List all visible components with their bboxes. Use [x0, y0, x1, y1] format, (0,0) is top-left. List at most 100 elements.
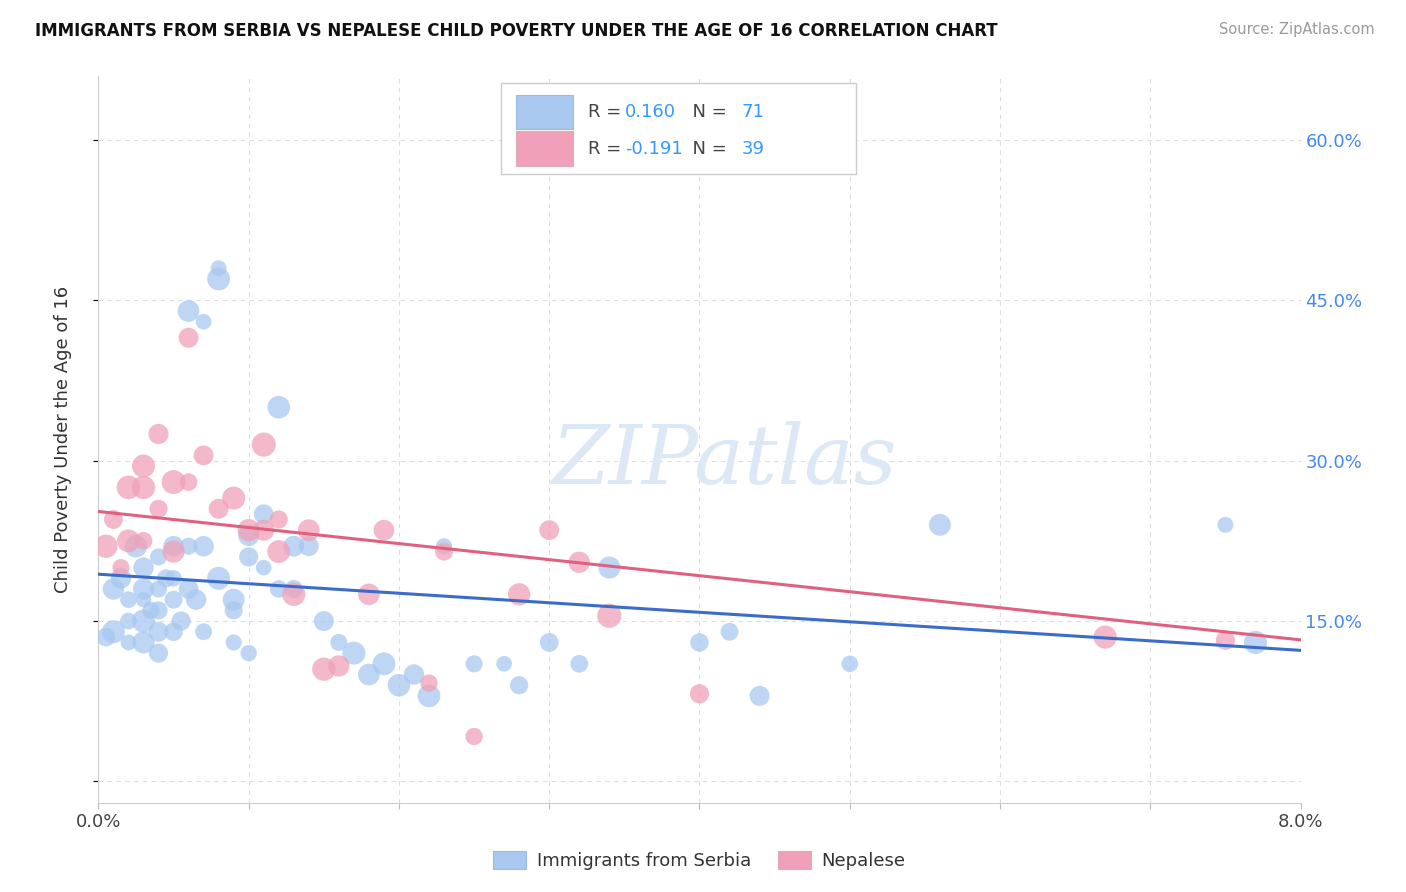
- Point: [222, 592, 245, 607]
- Point: [734, 149, 756, 163]
- Point: [238, 523, 260, 537]
- Point: [508, 587, 530, 601]
- Point: [162, 475, 184, 489]
- Point: [177, 304, 200, 318]
- Text: N =: N =: [682, 103, 733, 121]
- Point: [193, 539, 215, 553]
- Point: [253, 560, 276, 574]
- Point: [117, 480, 139, 494]
- Point: [177, 582, 200, 596]
- Point: [117, 533, 139, 548]
- Point: [193, 624, 215, 639]
- Point: [418, 676, 440, 690]
- Point: [177, 331, 200, 345]
- FancyBboxPatch shape: [516, 131, 574, 166]
- Point: [117, 635, 139, 649]
- Point: [103, 624, 125, 639]
- Y-axis label: Child Poverty Under the Age of 16: Child Poverty Under the Age of 16: [53, 285, 72, 593]
- Point: [838, 657, 860, 671]
- Text: 39: 39: [741, 139, 765, 158]
- Point: [433, 544, 456, 558]
- Point: [94, 630, 117, 644]
- Point: [568, 657, 591, 671]
- Point: [193, 448, 215, 462]
- Point: [298, 523, 321, 537]
- Point: [568, 555, 591, 569]
- Point: [373, 523, 395, 537]
- Text: Source: ZipAtlas.com: Source: ZipAtlas.com: [1219, 22, 1375, 37]
- Point: [155, 571, 177, 585]
- Point: [238, 549, 260, 564]
- Point: [110, 571, 132, 585]
- Point: [103, 582, 125, 596]
- Point: [508, 678, 530, 692]
- Point: [132, 582, 155, 596]
- Point: [148, 603, 170, 617]
- Point: [117, 592, 139, 607]
- Point: [94, 539, 117, 553]
- Point: [222, 491, 245, 505]
- Point: [598, 608, 620, 623]
- Point: [689, 687, 711, 701]
- Point: [208, 272, 231, 286]
- Point: [283, 582, 305, 596]
- Point: [162, 539, 184, 553]
- Point: [1215, 633, 1237, 648]
- Point: [718, 624, 741, 639]
- Point: [538, 635, 561, 649]
- Point: [132, 533, 155, 548]
- Point: [283, 539, 305, 553]
- Point: [162, 544, 184, 558]
- Point: [253, 523, 276, 537]
- Text: N =: N =: [682, 139, 733, 158]
- Point: [1244, 635, 1267, 649]
- Point: [162, 571, 184, 585]
- Point: [162, 624, 184, 639]
- Point: [132, 560, 155, 574]
- Point: [103, 512, 125, 526]
- Point: [689, 635, 711, 649]
- Point: [267, 544, 290, 558]
- Point: [177, 539, 200, 553]
- Point: [373, 657, 395, 671]
- Point: [208, 501, 231, 516]
- Point: [170, 614, 193, 628]
- Point: [312, 662, 335, 676]
- Point: [418, 689, 440, 703]
- Text: 71: 71: [741, 103, 765, 121]
- Point: [402, 667, 425, 681]
- FancyBboxPatch shape: [516, 95, 574, 129]
- Point: [357, 587, 380, 601]
- Point: [110, 560, 132, 574]
- Text: R =: R =: [588, 103, 627, 121]
- Point: [184, 592, 207, 607]
- Point: [222, 635, 245, 649]
- Text: 0.160: 0.160: [624, 103, 676, 121]
- Point: [267, 582, 290, 596]
- Point: [433, 539, 456, 553]
- Point: [357, 667, 380, 681]
- Point: [1094, 630, 1116, 644]
- Point: [238, 528, 260, 542]
- Point: [208, 571, 231, 585]
- FancyBboxPatch shape: [501, 83, 856, 174]
- Point: [463, 657, 485, 671]
- Point: [132, 614, 155, 628]
- Point: [117, 614, 139, 628]
- Point: [132, 480, 155, 494]
- Point: [598, 560, 620, 574]
- Legend: Immigrants from Serbia, Nepalese: Immigrants from Serbia, Nepalese: [486, 844, 912, 878]
- Point: [177, 475, 200, 489]
- Point: [253, 437, 276, 451]
- Point: [139, 603, 162, 617]
- Point: [148, 582, 170, 596]
- Point: [148, 427, 170, 442]
- Point: [148, 549, 170, 564]
- Point: [267, 401, 290, 415]
- Point: [748, 689, 770, 703]
- Point: [253, 507, 276, 521]
- Point: [388, 678, 411, 692]
- Text: IMMIGRANTS FROM SERBIA VS NEPALESE CHILD POVERTY UNDER THE AGE OF 16 CORRELATION: IMMIGRANTS FROM SERBIA VS NEPALESE CHILD…: [35, 22, 998, 40]
- Text: -0.191: -0.191: [624, 139, 683, 158]
- Text: R =: R =: [588, 139, 627, 158]
